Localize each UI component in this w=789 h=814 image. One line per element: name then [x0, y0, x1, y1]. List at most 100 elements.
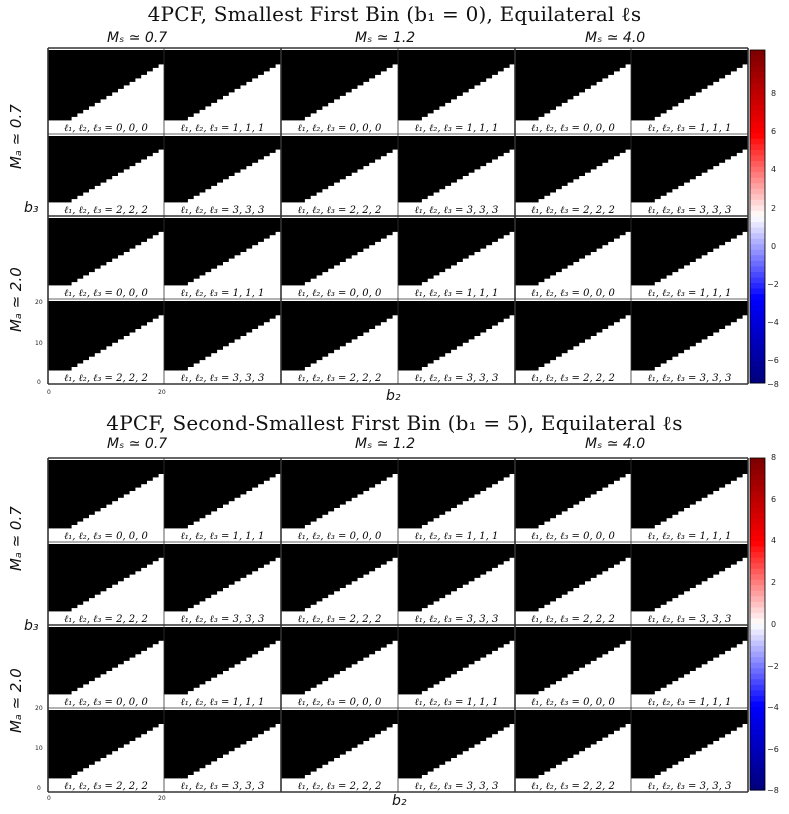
heatmap-cell	[403, 198, 411, 203]
heatmap-cell	[234, 335, 241, 340]
heatmap-cell	[77, 234, 84, 239]
heatmap-cell	[222, 304, 229, 309]
heatmap-cell	[712, 50, 720, 54]
heatmap-cell	[631, 185, 638, 190]
heatmap-cell	[140, 318, 147, 323]
heatmap-cell	[187, 162, 194, 167]
heatmap-cell	[321, 352, 329, 357]
heatmap-cell	[409, 95, 416, 100]
heatmap-cell	[321, 142, 329, 147]
heatmap-cell	[193, 251, 200, 256]
heatmap-cell	[590, 159, 597, 163]
heatmap-cell	[718, 139, 726, 143]
heatmap-cell	[526, 67, 533, 72]
heatmap-cell	[333, 71, 340, 75]
heatmap-cell	[310, 274, 317, 279]
heatmap-cell	[409, 116, 416, 121]
heatmap-cell	[357, 311, 364, 316]
heatmap-cell	[59, 109, 66, 114]
heatmap-cell	[245, 71, 253, 75]
heatmap-cell	[216, 60, 223, 65]
heatmap-cell	[117, 301, 124, 305]
heatmap-panel	[48, 301, 165, 371]
heatmap-cell	[515, 145, 522, 150]
heatmap-cell	[392, 50, 399, 54]
x-tick: 20	[158, 795, 166, 802]
heatmap-cell	[333, 53, 340, 58]
heatmap-cell	[216, 74, 223, 79]
heatmap-cell	[357, 224, 364, 229]
heatmap-cell	[648, 113, 655, 117]
heatmap-cell	[169, 172, 177, 176]
heatmap-cell	[53, 106, 60, 110]
heatmap-cell	[129, 311, 136, 316]
heatmap-cell	[100, 254, 107, 259]
heatmap-cell	[474, 74, 481, 79]
heatmap-cell	[106, 74, 113, 79]
heatmap-cell	[193, 349, 200, 354]
heatmap-cell	[257, 136, 264, 140]
heatmap-cell	[462, 145, 469, 150]
heatmap-cell	[292, 192, 299, 196]
heatmap-cell	[187, 251, 194, 256]
heatmap-cell	[65, 95, 72, 100]
heatmap-cell	[707, 139, 714, 143]
heatmap-cell	[181, 145, 188, 150]
heatmap-cell	[88, 301, 95, 305]
heatmap-cell	[88, 99, 95, 103]
heatmap-cell	[199, 268, 206, 273]
heatmap-cell	[503, 145, 510, 150]
heatmap-cell	[292, 99, 299, 103]
heatmap-cell	[642, 162, 649, 167]
heatmap-cell	[532, 60, 539, 65]
heatmap-cell	[77, 145, 84, 150]
heatmap-cell	[544, 172, 551, 176]
heatmap-cell	[316, 218, 323, 222]
heatmap-cell	[555, 155, 562, 160]
heatmap-cell	[269, 60, 276, 65]
y-axis-label: b₃	[24, 200, 39, 216]
panel-label: ℓ₁, ℓ₂, ℓ₃ = 0, 0, 0	[531, 123, 615, 134]
heatmap-cell	[333, 335, 340, 340]
heatmap-cell	[433, 238, 440, 242]
heatmap-cell	[158, 57, 165, 61]
heatmap-cell	[304, 88, 311, 93]
heatmap-cell	[368, 145, 376, 150]
heatmap-cell	[474, 142, 481, 147]
heatmap-cell	[234, 139, 241, 143]
heatmap-cell	[316, 248, 323, 252]
heatmap-cell	[549, 136, 556, 140]
heatmap-cell	[345, 321, 352, 326]
heatmap-cell	[158, 218, 165, 222]
heatmap-cell	[48, 145, 55, 150]
heatmap-cell	[193, 238, 200, 242]
heatmap-cell	[175, 102, 182, 107]
heatmap-cell	[234, 149, 241, 153]
heatmap-cell	[327, 224, 335, 229]
heatmap-cell	[468, 162, 475, 167]
heatmap-cell	[298, 271, 305, 276]
heatmap-cell	[362, 142, 370, 147]
heatmap-cell	[48, 175, 55, 180]
heatmap-cell	[695, 149, 702, 153]
heatmap-cell	[636, 78, 644, 82]
heatmap-cell	[345, 71, 352, 75]
heatmap-cell	[683, 145, 690, 150]
heatmap-cell	[304, 261, 311, 266]
heatmap-cell	[444, 149, 452, 153]
heatmap-cell	[310, 155, 317, 160]
heatmap-cell	[433, 81, 440, 86]
heatmap-cell	[59, 188, 66, 193]
heatmap-cell	[380, 318, 387, 323]
heatmap-cell	[222, 139, 229, 143]
heatmap-cell	[100, 92, 107, 96]
heatmap-cell	[526, 178, 533, 183]
heatmap-cell	[321, 169, 329, 173]
heatmap-cell	[701, 60, 708, 65]
heatmap-cell	[181, 268, 188, 273]
heatmap-cell	[286, 258, 294, 262]
heatmap-cell	[100, 85, 107, 89]
heatmap-cell	[292, 175, 299, 180]
heatmap-cell	[532, 81, 539, 86]
heatmap-cell	[695, 165, 702, 170]
